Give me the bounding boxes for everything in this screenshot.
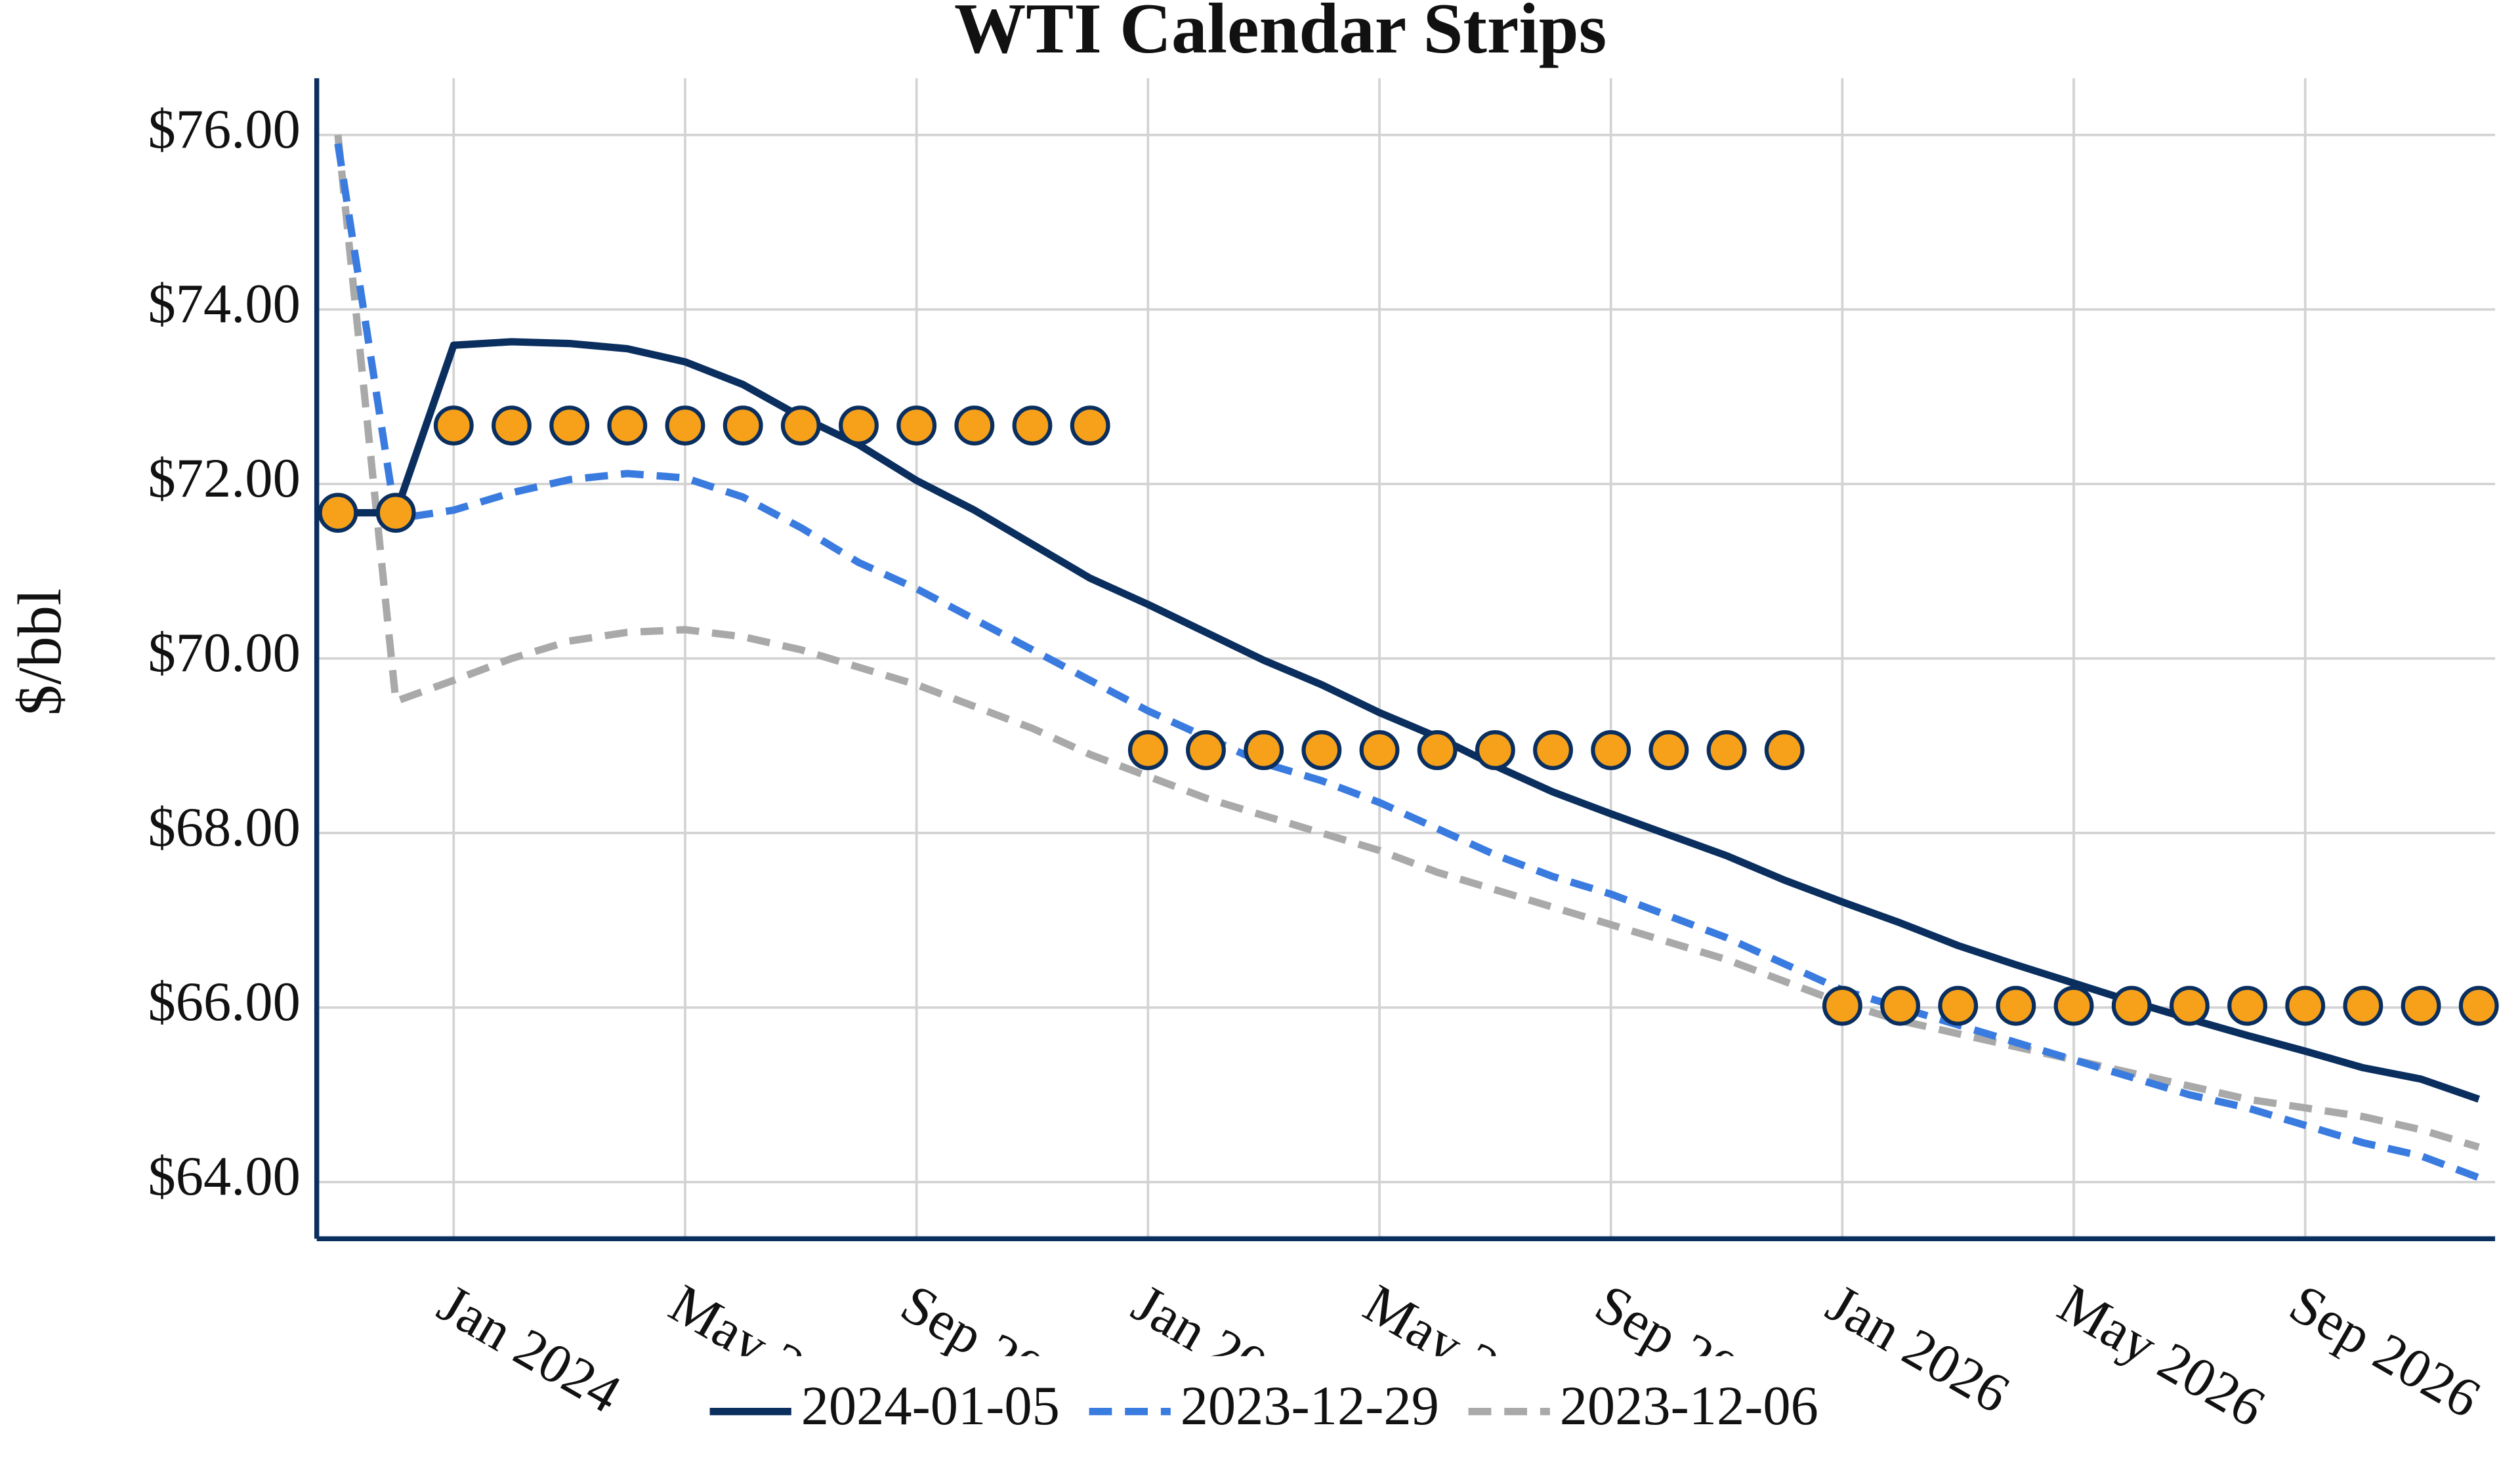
strip-marker [2053,985,2094,1026]
strip-marker [1706,730,1747,770]
strip-marker [839,405,879,446]
legend-label: 2023-12-06 [1560,1376,1818,1437]
strip-marker [1244,730,1284,770]
legend: 2024-01-05 2023-12-29 2023-12-06 [690,1356,1838,1464]
strip-marker [2343,985,2384,1026]
legend-label: 2024-01-05 [801,1376,1060,1437]
strip-marker [1880,985,1920,1026]
strip-marker [1359,730,1400,770]
strip-marker [2169,985,2210,1026]
strip-marker [607,405,648,446]
legend-label: 2023-12-29 [1181,1376,1439,1437]
strip-marker [375,493,416,533]
strip-marker [1822,985,1862,1026]
strip-marker [896,405,937,446]
strip-marker [318,493,358,533]
strip-marker [433,405,474,446]
y-tick-label: $76.00 [148,99,301,160]
strip-marker [1648,730,1689,770]
y-tick-label: $68.00 [148,797,301,858]
strip-marker [665,405,705,446]
strip-marker [2227,985,2267,1026]
strip-marker [1996,985,2036,1026]
y-tick-label: $70.00 [148,623,301,684]
strip-marker [2401,985,2441,1026]
strip-marker [1127,730,1168,770]
strip-marker [492,405,532,446]
y-tick-label: $74.00 [148,274,301,335]
strip-marker [1301,730,1342,770]
strip-marker [954,405,995,446]
legend-item: 2023-12-06 [1468,1376,1818,1437]
strip-marker [2458,985,2499,1026]
strip-marker [1186,730,1226,770]
strip-marker [1533,730,1573,770]
strip-marker [1417,730,1458,770]
strip-marker [1591,730,1631,770]
y-tick-label: $64.00 [148,1146,301,1207]
strip-marker [780,405,821,446]
chart-title: WTI Calendar Strips [954,0,1606,68]
strip-marker [549,405,590,446]
strip-marker [1475,730,1515,770]
legend-item: 2024-01-05 [709,1376,1060,1437]
y-tick-label: $66.00 [148,972,301,1033]
strip-marker [2111,985,2152,1026]
strip-marker [1764,730,1805,770]
plot-area [318,134,2499,1182]
legend-item: 2023-12-29 [1089,1376,1439,1437]
strip-marker [2285,985,2326,1026]
strip-marker [1070,405,1110,446]
grid [316,78,2496,1239]
legend-background [690,1356,1838,1464]
strip-marker [723,405,763,446]
strip-marker [1012,405,1053,446]
y-tick-label: $72.00 [148,448,301,509]
y-axis-label: $/bbl [6,588,74,716]
series-line [334,143,2481,1182]
strip-marker [1938,985,1979,1026]
